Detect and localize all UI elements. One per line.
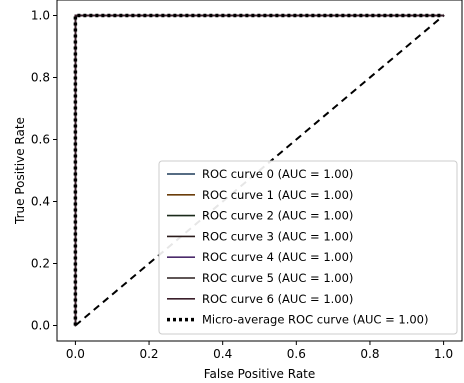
plot-frame xyxy=(56,0,463,342)
legend-box xyxy=(158,160,458,335)
y-tick-label: 0.8 xyxy=(31,71,50,85)
x-tick-label: 0.2 xyxy=(139,347,158,361)
y-tick-label: 0.4 xyxy=(31,195,50,209)
x-tick-label: 0.8 xyxy=(360,347,379,361)
legend-entry-label: ROC curve 0 (AUC = 1.00) xyxy=(202,167,353,181)
micro-average-roc-line xyxy=(73,13,444,326)
y-tick-label: 0.6 xyxy=(31,133,50,147)
axes-layer: 0.0 0.2 0.4 0.6 0.8 1.0 0.0 0.2 0.4 0.6 0.8 1.0 xyxy=(31,0,463,361)
legend-entry-label: ROC curve 5 (AUC = 1.00) xyxy=(202,271,353,285)
y-tick-label: 0.2 xyxy=(31,257,50,271)
x-axis-label: False Positive Rate xyxy=(204,367,316,381)
x-tick-label: 0.4 xyxy=(213,347,232,361)
legend-entry-label: ROC curve 3 (AUC = 1.00) xyxy=(202,229,353,243)
y-axis-label: True Positive Rate xyxy=(13,117,27,225)
y-tick-label: 1.0 xyxy=(31,9,50,23)
x-tick-label: 1.0 xyxy=(434,347,453,361)
legend-entry-label: ROC curve 2 (AUC = 1.00) xyxy=(202,209,353,223)
y-tick-label: 0.0 xyxy=(31,319,50,333)
series-layer xyxy=(73,13,445,327)
x-tick-label: 0.0 xyxy=(66,347,85,361)
legend: ROC curve 0 (AUC = 1.00) ROC curve 1 (AUC… xyxy=(158,160,458,335)
legend-entry-label: Micro-average ROC curve (AUC = 1.00) xyxy=(202,313,429,327)
legend-entry-label: ROC curve 1 (AUC = 1.00) xyxy=(202,188,353,202)
legend-entry-label: ROC curve 6 (AUC = 1.00) xyxy=(202,292,353,306)
x-tick-label: 0.6 xyxy=(287,347,306,361)
legend-entry-label: ROC curve 4 (AUC = 1.00) xyxy=(202,250,353,264)
